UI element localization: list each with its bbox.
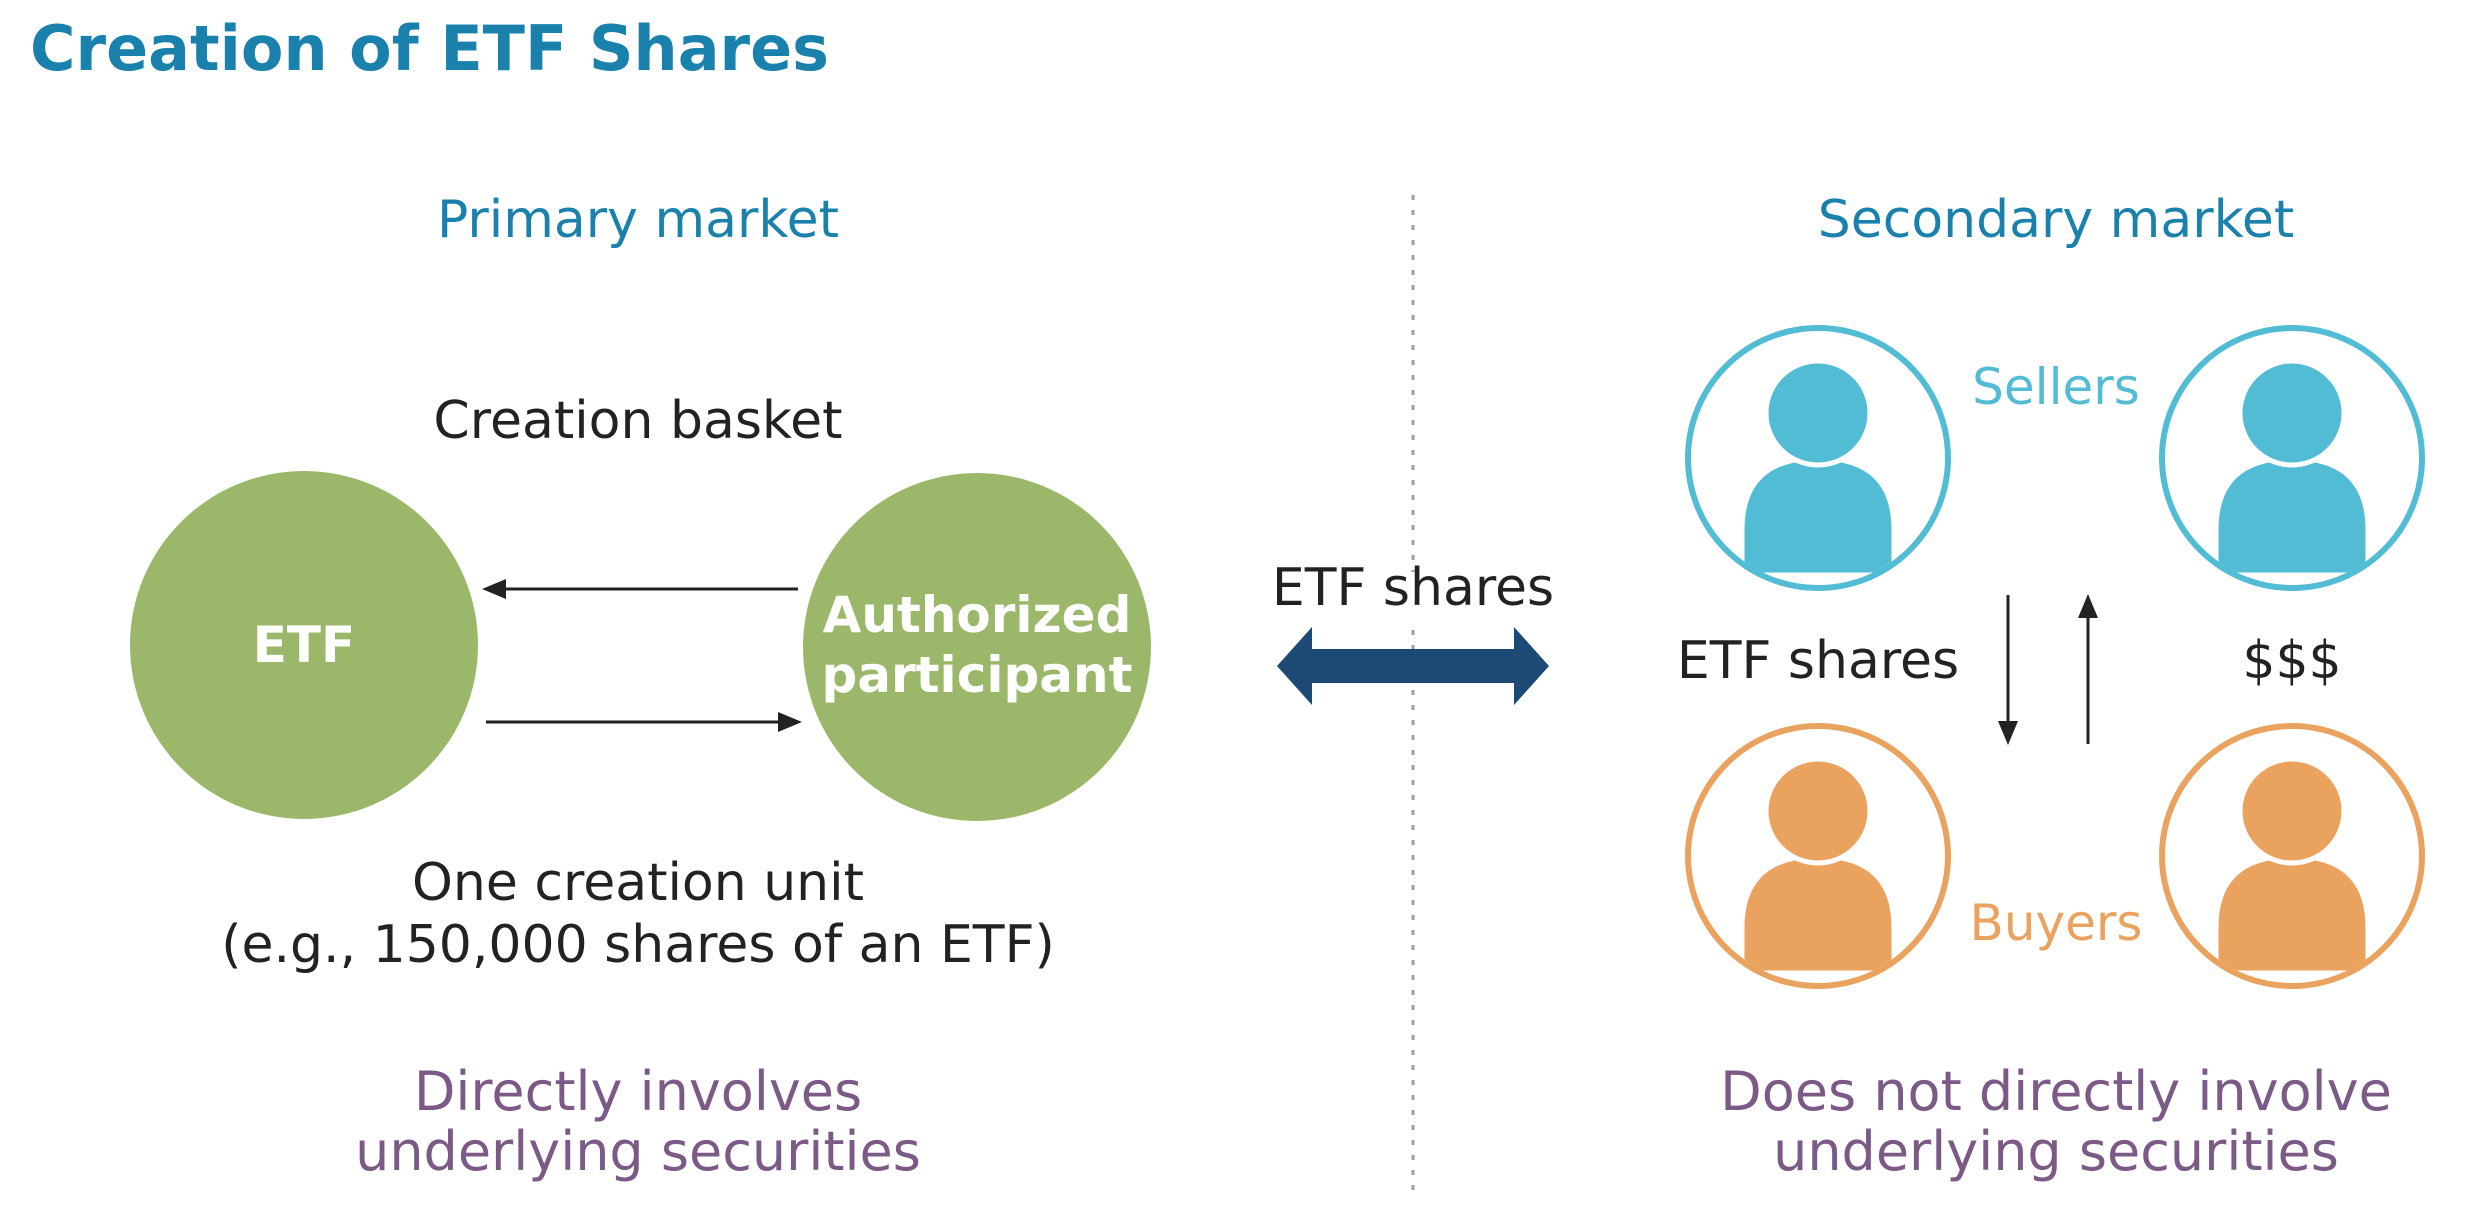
secondary-footer-line1: Does not directly involve [1720, 1060, 2392, 1123]
middle-label-background [1374, 572, 1454, 622]
etf-circle [130, 471, 478, 819]
primary-footer-line2: underlying securities [355, 1120, 921, 1183]
buyers-label: Buyers [1970, 894, 2143, 952]
primary-market-heading: Primary market [437, 190, 839, 250]
seller-2-avatar [2159, 325, 2425, 591]
authorized-participant-label-line1: Authorized [823, 586, 1132, 644]
creation-unit-label-line1: One creation unit [412, 853, 864, 913]
creation-unit-label-line2: (e.g., 150,000 shares of an ETF) [221, 915, 1055, 975]
creation-basket-label: Creation basket [433, 391, 842, 451]
buyer-1-avatar [1685, 723, 1951, 989]
double-arrow-icon [1277, 627, 1549, 705]
secondary-etf-shares-label: ETF shares [1677, 631, 1959, 691]
secondary-footer-line2: underlying securities [1773, 1120, 2339, 1183]
seller-1-avatar [1685, 325, 1951, 591]
money-label: $$$ [2242, 631, 2341, 691]
primary-footer-line1: Directly involves [414, 1060, 862, 1123]
buyer-2-avatar [2159, 723, 2425, 989]
secondary-market-heading: Secondary market [1818, 190, 2294, 250]
sellers-label: Sellers [1972, 358, 2140, 416]
page-title: Creation of ETF Shares [30, 12, 829, 85]
etf-label: ETF [253, 616, 355, 674]
authorized-participant-label-line2: participant [821, 646, 1132, 704]
middle-etf-shares-label: ETF shares [1272, 558, 1554, 618]
authorized-participant-circle [803, 473, 1151, 821]
